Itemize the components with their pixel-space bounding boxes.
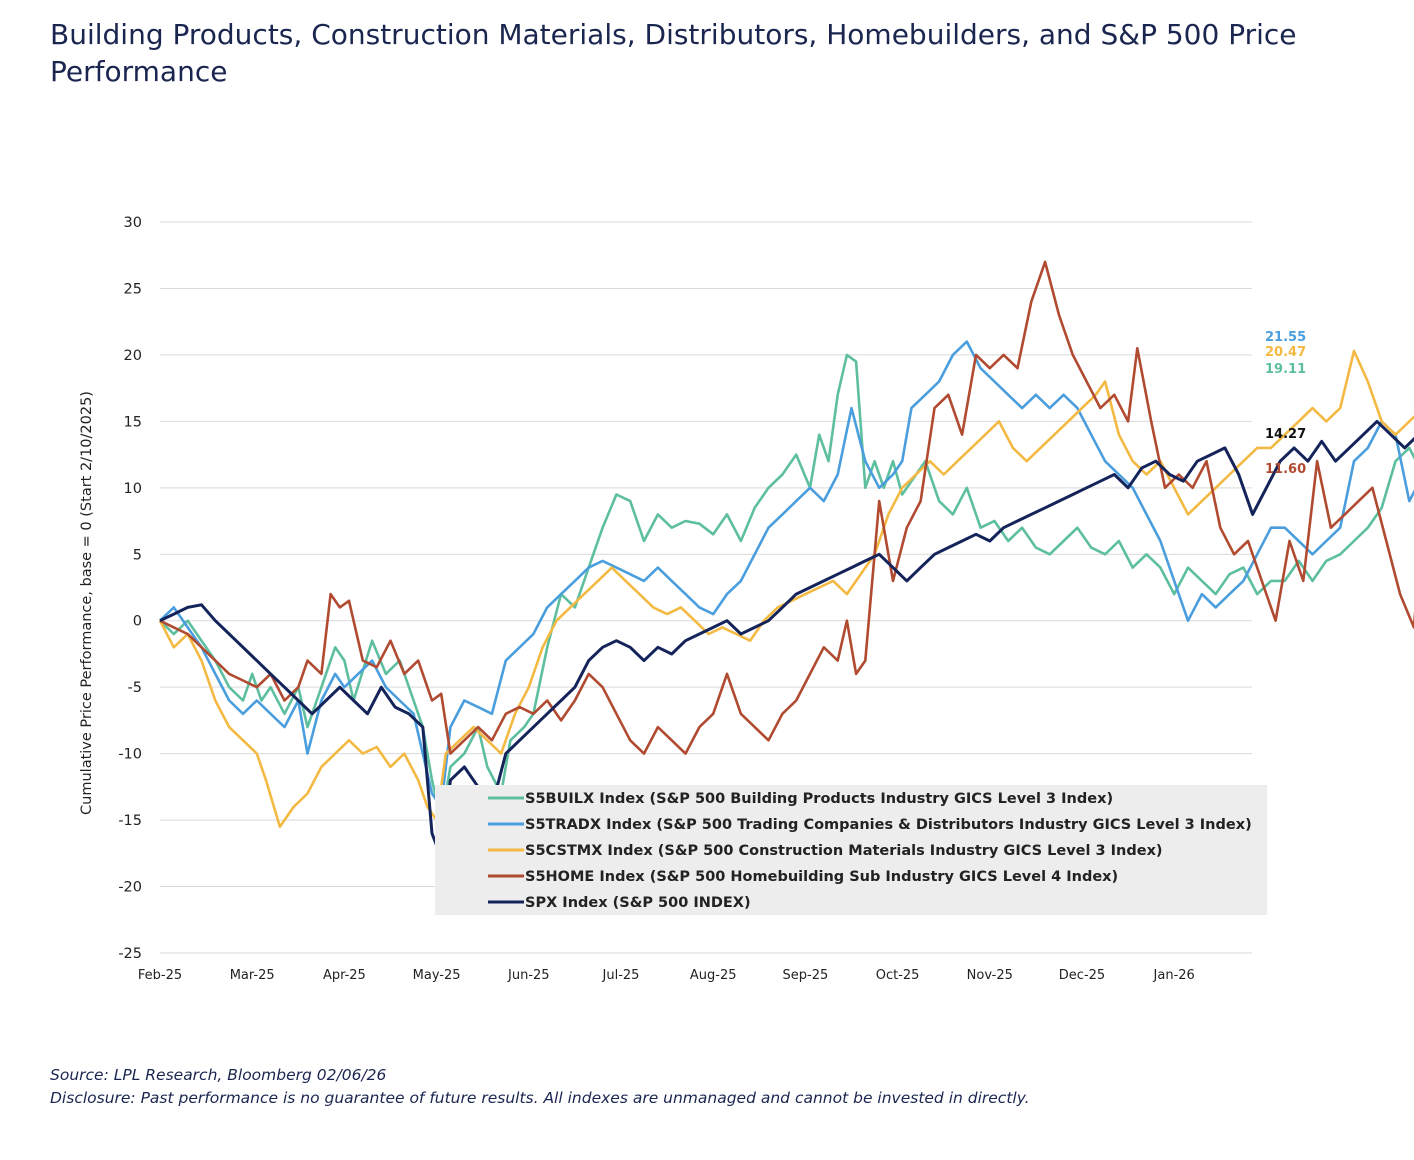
y-tick-label: 20 bbox=[124, 348, 142, 364]
x-tick-label: Mar-25 bbox=[230, 968, 275, 983]
y-tick-label: -25 bbox=[118, 946, 142, 962]
chart-title: Building Products, Construction Material… bbox=[50, 18, 1297, 88]
y-tick-label: -15 bbox=[118, 813, 142, 829]
series-lines bbox=[158, 260, 1414, 859]
footer: Source: LPL Research, Bloomberg 02/06/26… bbox=[50, 1064, 1030, 1110]
series-line bbox=[159, 419, 1414, 859]
x-tick-label: Jul-25 bbox=[602, 968, 640, 983]
series-end-label: 20.47 bbox=[1265, 345, 1306, 360]
y-axis: 30 25 20 15 10 5 0 -5 -10 -15 -20 -25 bbox=[118, 215, 142, 962]
x-tick-label: May-25 bbox=[413, 968, 461, 983]
legend-entry: S5CSTMX Index (S&P 500 Construction Mate… bbox=[525, 843, 1163, 859]
x-tick-label: Aug-25 bbox=[690, 968, 737, 983]
x-tick-label: Sep-25 bbox=[783, 968, 829, 983]
series-line bbox=[158, 349, 1414, 828]
legend-entry: S5BUILX Index (S&P 500 Building Products… bbox=[525, 791, 1113, 807]
disclosure-note: Disclosure: Past performance is no guara… bbox=[50, 1089, 1030, 1107]
series-end-label: 11.60 bbox=[1265, 462, 1306, 477]
x-tick-label: Apr-25 bbox=[323, 968, 366, 983]
y-tick-label: -10 bbox=[118, 747, 142, 763]
line-chart: 30 25 20 15 10 5 0 -5 -10 -15 -20 -25 Feb-25 Mar-25 A… bbox=[79, 215, 1414, 983]
y-tick-label: 0 bbox=[133, 614, 142, 630]
y-tick-label: 15 bbox=[124, 414, 142, 430]
series-end-label: 14.27 bbox=[1265, 427, 1306, 442]
series-end-label: 19.11 bbox=[1265, 362, 1306, 377]
x-tick-label: Feb-25 bbox=[138, 968, 182, 983]
y-tick-label: 25 bbox=[124, 281, 142, 297]
y-tick-label: -5 bbox=[128, 680, 142, 696]
x-axis: Feb-25 Mar-25 Apr-25 May-25 Jun-25 Jul-25 Aug-… bbox=[138, 968, 1195, 983]
series-end-label: 21.55 bbox=[1265, 330, 1306, 345]
x-tick-label: Jan-26 bbox=[1153, 968, 1195, 983]
x-tick-label: Dec-25 bbox=[1059, 968, 1105, 983]
legend: S5BUILX Index (S&P 500 Building Products… bbox=[435, 785, 1267, 915]
y-tick-label: 10 bbox=[124, 481, 142, 497]
series-line bbox=[159, 340, 1414, 809]
y-tick-label: 5 bbox=[133, 547, 142, 563]
legend-entry: S5HOME Index (S&P 500 Homebuilding Sub I… bbox=[525, 869, 1118, 885]
y-axis-label: Cumulative Price Performance, base = 0 (… bbox=[79, 391, 95, 815]
legend-entry: SPX Index (S&P 500 INDEX) bbox=[525, 895, 751, 911]
x-tick-label: Oct-25 bbox=[876, 968, 920, 983]
x-tick-label: Jun-25 bbox=[507, 968, 550, 983]
y-tick-label: 30 bbox=[124, 215, 142, 231]
legend-box bbox=[435, 785, 1267, 915]
series-line bbox=[159, 260, 1414, 755]
series-line bbox=[159, 353, 1414, 822]
x-tick-label: Nov-25 bbox=[967, 968, 1013, 983]
y-tick-label: -20 bbox=[118, 880, 142, 896]
legend-entry: S5TRADX Index (S&P 500 Trading Companies… bbox=[525, 817, 1252, 833]
source-note: Source: LPL Research, Bloomberg 02/06/26 bbox=[50, 1066, 387, 1084]
